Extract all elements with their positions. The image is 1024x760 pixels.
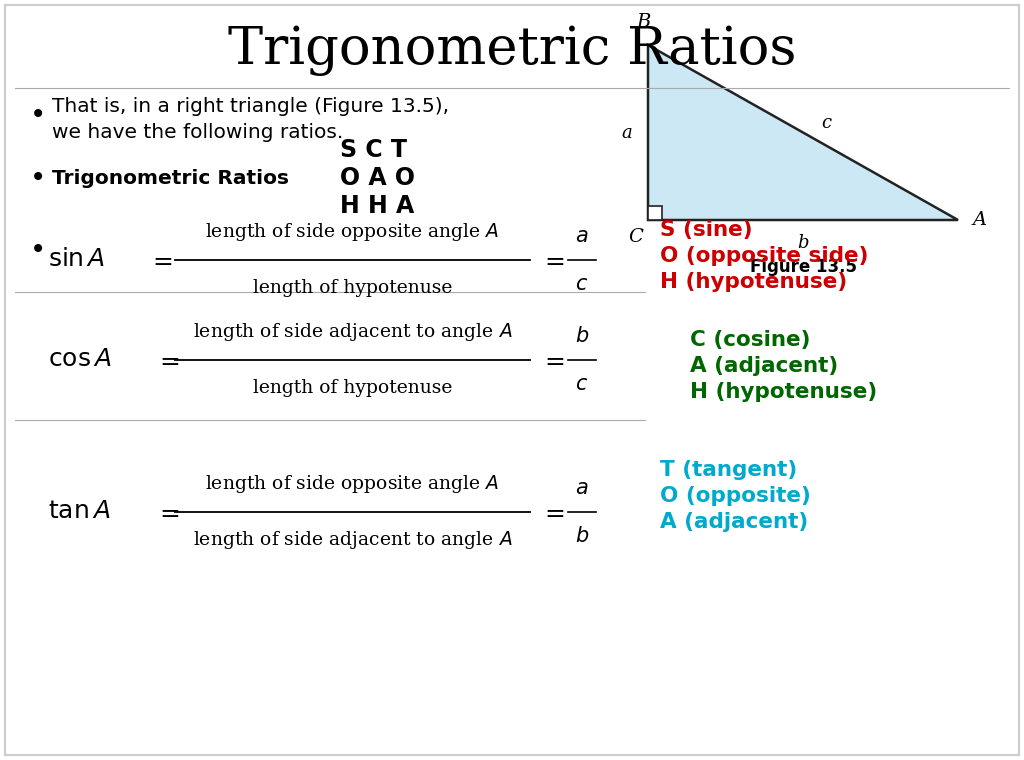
Text: Figure 13.5: Figure 13.5 [750, 258, 856, 276]
Text: S C T: S C T [340, 138, 407, 162]
Text: $c$: $c$ [575, 274, 589, 293]
Polygon shape [648, 45, 958, 220]
Text: $=$: $=$ [540, 248, 565, 272]
Text: A: A [972, 211, 986, 229]
Text: length of side opposite angle $A$: length of side opposite angle $A$ [206, 221, 500, 243]
Text: $\sin A$: $\sin A$ [48, 249, 105, 271]
Text: $\cos A$: $\cos A$ [48, 349, 112, 372]
Text: O (opposite): O (opposite) [660, 486, 811, 506]
Text: H (hypotenuse): H (hypotenuse) [660, 272, 847, 292]
Text: •: • [30, 164, 46, 192]
Text: •: • [30, 236, 46, 264]
Text: $=$: $=$ [148, 248, 173, 272]
Text: length of hypotenuse: length of hypotenuse [253, 379, 453, 397]
Text: S (sine): S (sine) [660, 220, 753, 240]
Text: a: a [622, 123, 632, 141]
Text: O A O: O A O [340, 166, 415, 190]
Text: $=$: $=$ [155, 500, 180, 524]
Text: T (tangent): T (tangent) [660, 460, 798, 480]
Text: A (adjacent): A (adjacent) [690, 356, 839, 376]
Text: $a$: $a$ [575, 226, 589, 245]
Text: A (adjacent): A (adjacent) [660, 512, 808, 532]
Text: length of side adjacent to angle $A$: length of side adjacent to angle $A$ [193, 321, 512, 343]
Text: C (cosine): C (cosine) [690, 330, 811, 350]
Text: •: • [30, 101, 46, 129]
Text: we have the following ratios.: we have the following ratios. [52, 123, 343, 143]
Text: $=$: $=$ [540, 500, 565, 524]
Text: length of hypotenuse: length of hypotenuse [253, 279, 453, 297]
Text: $a$: $a$ [575, 479, 589, 498]
Text: $b$: $b$ [574, 326, 589, 346]
Text: length of side adjacent to angle $A$: length of side adjacent to angle $A$ [193, 529, 512, 551]
Text: $\tan A$: $\tan A$ [48, 501, 111, 524]
Text: H (hypotenuse): H (hypotenuse) [690, 382, 878, 402]
Text: Trigonometric Ratios: Trigonometric Ratios [52, 169, 289, 188]
Text: $=$: $=$ [540, 348, 565, 372]
Text: b: b [798, 234, 809, 252]
Bar [648, 206, 662, 220]
Text: H H A: H H A [340, 194, 415, 218]
Text: B: B [636, 13, 650, 31]
Text: $b$: $b$ [574, 526, 589, 546]
Text: $=$: $=$ [155, 348, 180, 372]
Text: C: C [628, 228, 643, 246]
Text: length of side opposite angle $A$: length of side opposite angle $A$ [206, 473, 500, 495]
Text: Trigonometric Ratios: Trigonometric Ratios [227, 24, 797, 75]
Text: That is, in a right triangle (Figure 13.5),: That is, in a right triangle (Figure 13.… [52, 97, 450, 116]
Text: c: c [821, 113, 831, 131]
Text: O (opposite side): O (opposite side) [660, 246, 868, 266]
Text: $c$: $c$ [575, 375, 589, 394]
